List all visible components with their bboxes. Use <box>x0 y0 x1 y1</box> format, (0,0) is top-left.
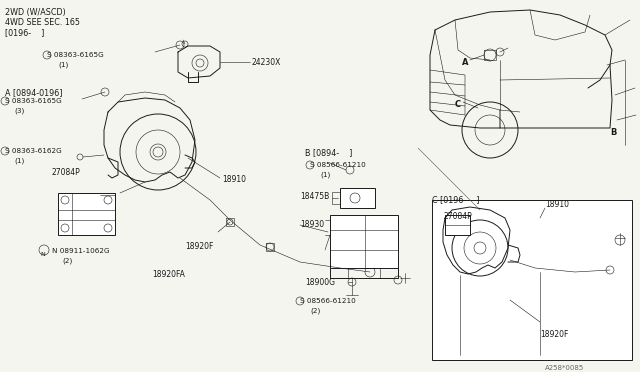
Text: N: N <box>40 252 45 257</box>
Text: 18900G: 18900G <box>305 278 335 287</box>
Text: 18930: 18930 <box>300 220 324 229</box>
Bar <box>330 215 398 268</box>
Text: (1): (1) <box>58 61 68 67</box>
Text: 2WD (W/ASCD): 2WD (W/ASCD) <box>5 8 66 17</box>
Text: S 08363-6165G: S 08363-6165G <box>47 52 104 58</box>
Text: [0196-    ]: [0196- ] <box>5 28 44 37</box>
Text: (3): (3) <box>14 107 24 113</box>
Text: S 08363-6165G: S 08363-6165G <box>5 98 61 104</box>
Text: 4WD SEE SEC. 165: 4WD SEE SEC. 165 <box>5 18 80 27</box>
Text: 18475B: 18475B <box>300 192 329 201</box>
Text: S 08566-61210: S 08566-61210 <box>300 298 356 304</box>
Text: 18910: 18910 <box>545 200 569 209</box>
Text: 18920F: 18920F <box>540 330 568 339</box>
Bar <box>58 193 115 235</box>
Text: 18910: 18910 <box>222 175 246 184</box>
Text: 27084P: 27084P <box>444 212 473 221</box>
Text: B [0894-    ]: B [0894- ] <box>305 148 353 157</box>
Text: 27084P: 27084P <box>52 168 81 177</box>
Text: (2): (2) <box>62 257 72 263</box>
Text: 18920F: 18920F <box>185 242 213 251</box>
Text: S 08566-61210: S 08566-61210 <box>310 162 365 168</box>
Text: 24230X: 24230X <box>252 58 282 67</box>
Text: (1): (1) <box>320 172 330 179</box>
Text: A: A <box>462 58 468 67</box>
Text: N 08911-1062G: N 08911-1062G <box>52 248 109 254</box>
Text: B: B <box>610 128 616 137</box>
Text: (2): (2) <box>310 308 320 314</box>
Bar <box>445 215 470 235</box>
Text: 18920FA: 18920FA <box>152 270 185 279</box>
Text: C: C <box>455 100 461 109</box>
Bar <box>340 188 375 208</box>
Bar <box>432 200 632 360</box>
Text: A258*0085: A258*0085 <box>545 365 584 371</box>
Text: A [0894-0196]: A [0894-0196] <box>5 88 63 97</box>
Text: S 08363-6162G: S 08363-6162G <box>5 148 61 154</box>
Text: (1): (1) <box>14 157 24 164</box>
Text: C [0196-    ]: C [0196- ] <box>432 195 479 204</box>
